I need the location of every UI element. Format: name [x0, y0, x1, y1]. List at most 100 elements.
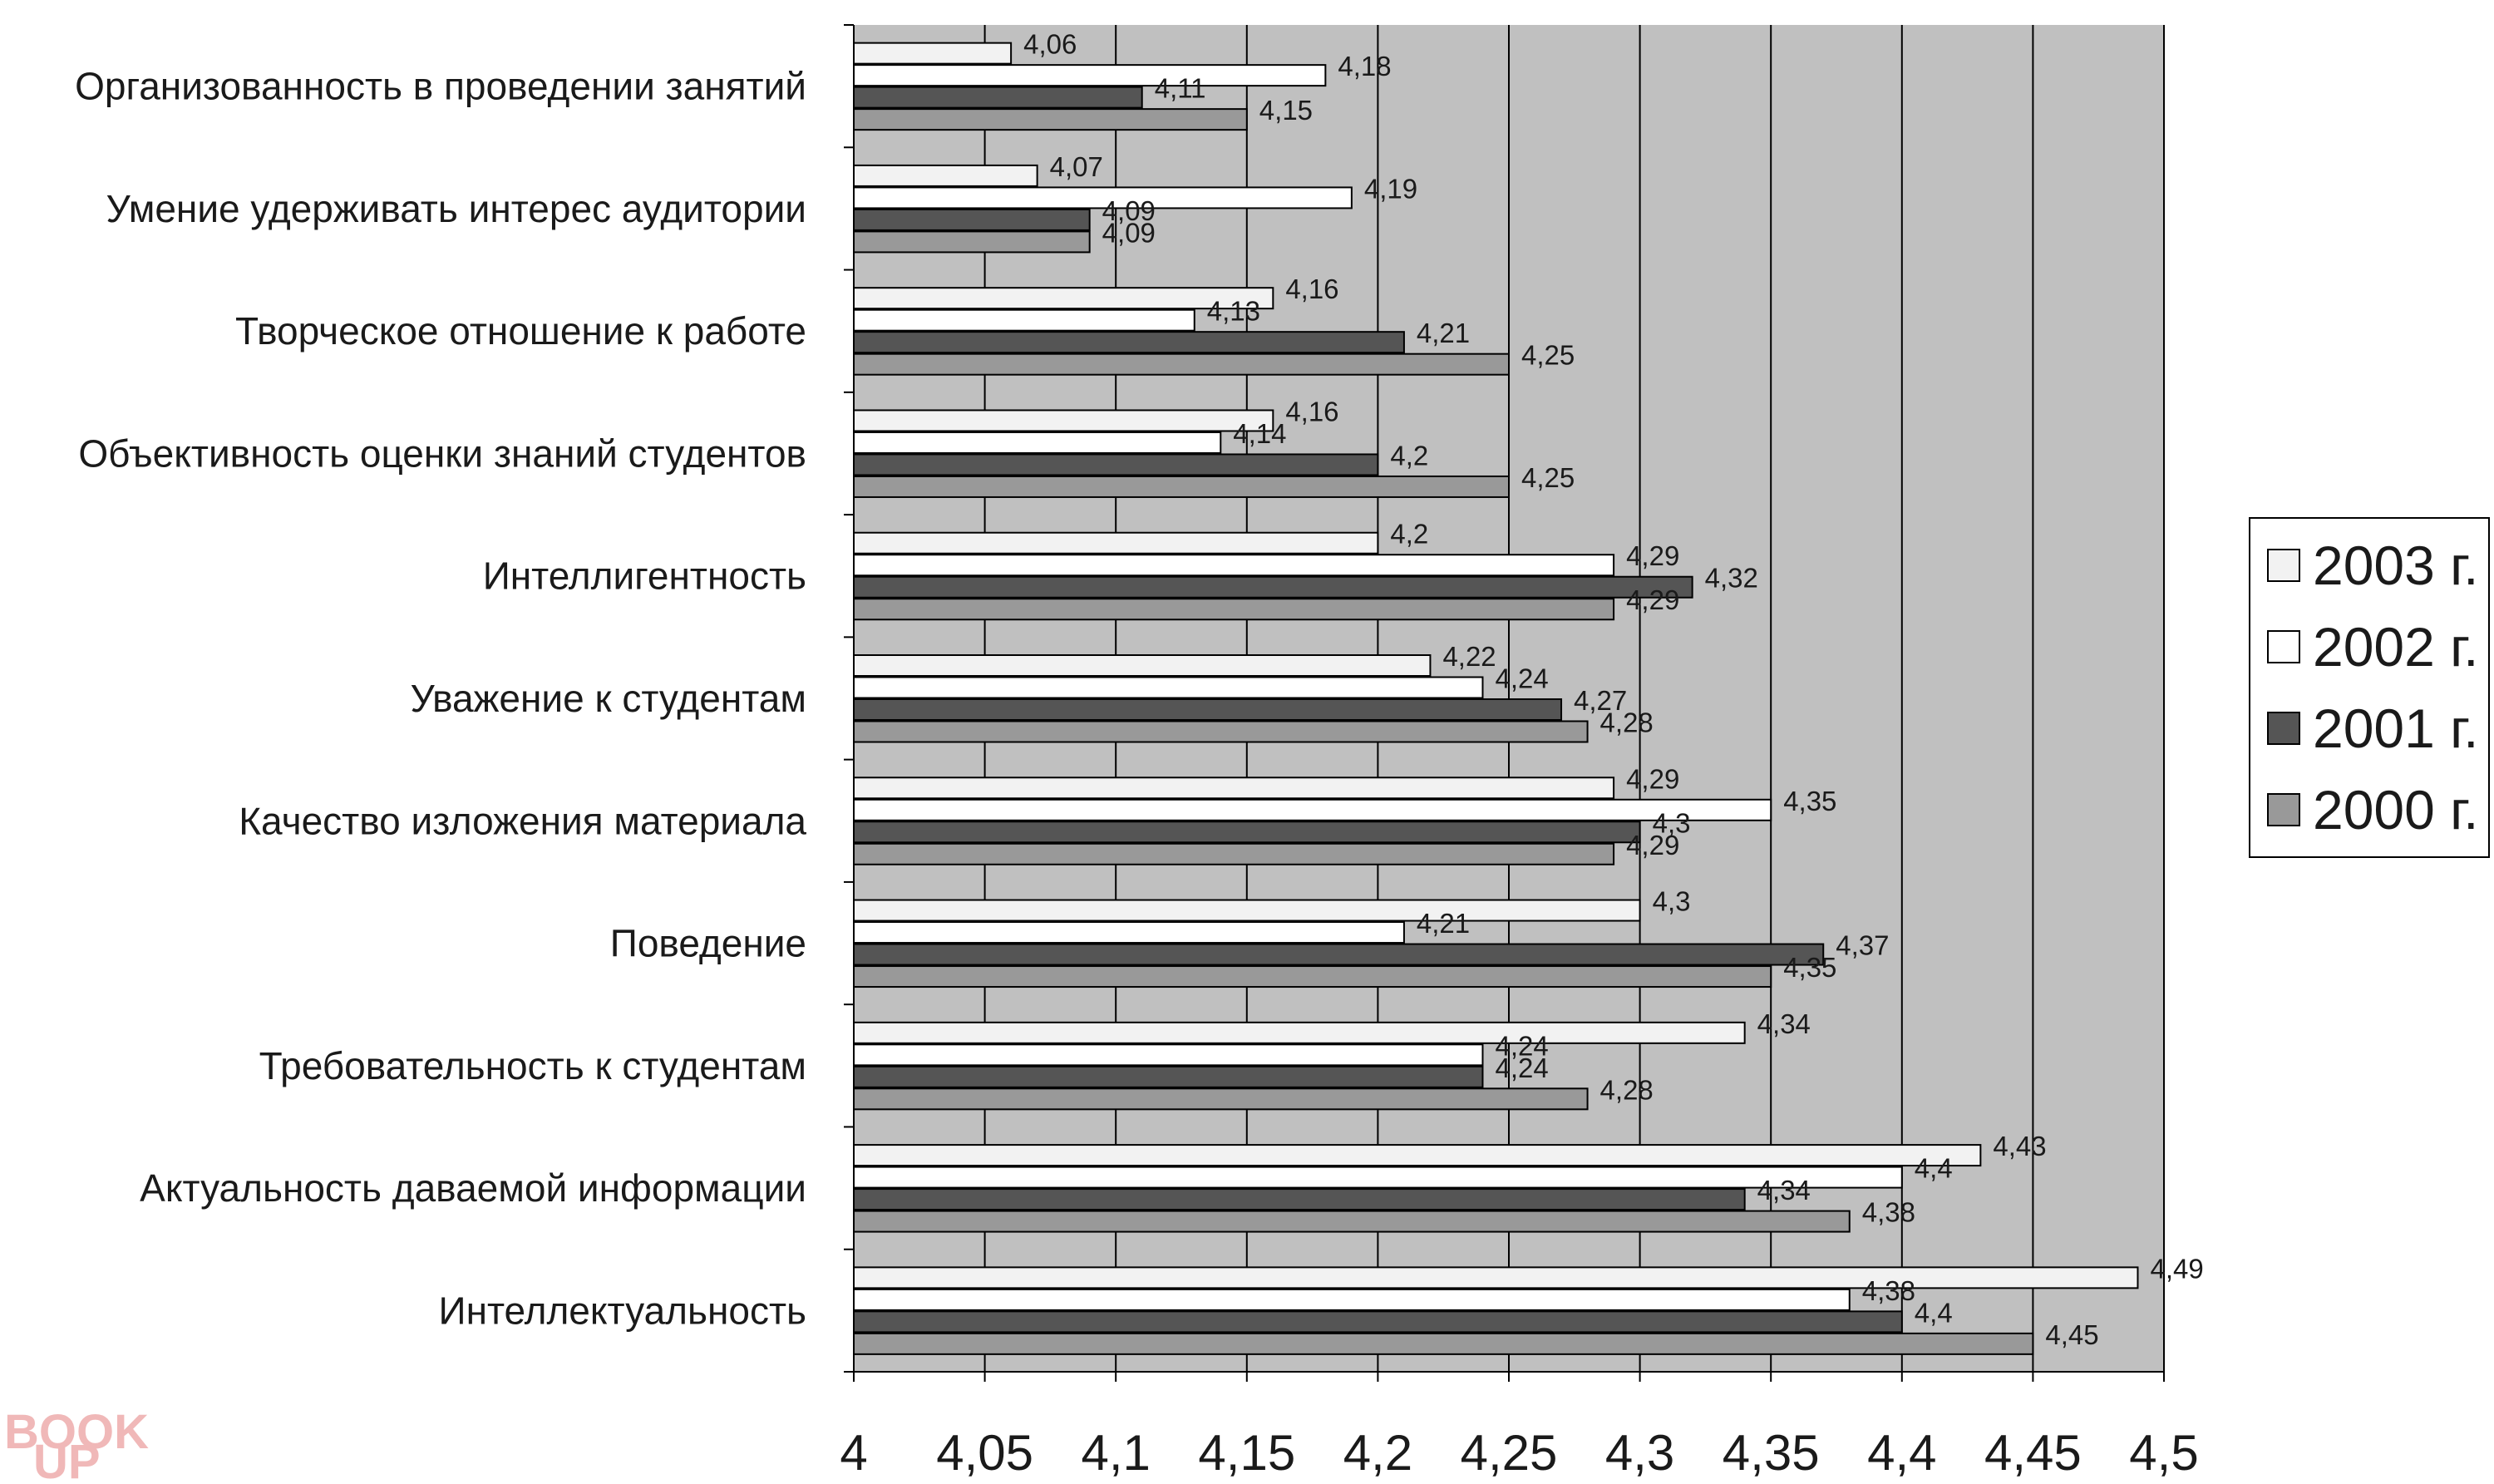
x-tick-label: 4,45 — [1984, 1425, 2082, 1481]
legend-swatch — [2267, 793, 2300, 826]
data-label: 4,27 — [1574, 685, 1627, 716]
x-tick-label: 4,25 — [1461, 1425, 1558, 1481]
legend-label: 2000 г. — [2313, 779, 2479, 841]
category-label: Объективность оценки знаний студентов — [78, 431, 806, 475]
data-label: 4,29 — [1626, 830, 1679, 860]
bar — [853, 575, 1693, 599]
x-tick-label: 4,3 — [1605, 1425, 1674, 1481]
data-label: 4,15 — [1259, 95, 1313, 126]
bar — [853, 331, 1405, 354]
data-label: 4,25 — [1521, 462, 1575, 493]
data-label: 4,16 — [1285, 396, 1338, 426]
data-label: 4,32 — [1705, 563, 1758, 594]
legend-swatch — [2267, 549, 2300, 582]
data-label: 4,2 — [1390, 440, 1428, 471]
data-label: 4,43 — [1993, 1131, 2046, 1161]
legend: 2003 г. 2002 г. 2001 г. 2000 г. — [2249, 517, 2490, 858]
bar — [853, 554, 1615, 577]
bar — [853, 1065, 1484, 1088]
watermark-line2: UP — [33, 1435, 101, 1484]
bar — [853, 598, 1615, 621]
data-label: 4,29 — [1626, 763, 1679, 794]
data-label: 4,38 — [1862, 1197, 1915, 1228]
data-label: 4,29 — [1626, 540, 1679, 571]
data-label: 4,24 — [1495, 1030, 1548, 1061]
category-label: Творческое отношение к работе — [235, 309, 806, 353]
data-label: 4,09 — [1102, 217, 1156, 248]
data-label: 4,38 — [1862, 1275, 1915, 1306]
data-label: 4,45 — [2045, 1319, 2098, 1350]
x-tick-label: 4,15 — [1198, 1425, 1295, 1481]
bar — [853, 1310, 1903, 1334]
data-label: 4,22 — [1442, 641, 1496, 672]
data-label: 4,35 — [1783, 786, 1836, 816]
bar — [853, 230, 1091, 254]
bar — [853, 409, 1274, 432]
bar — [853, 1043, 1484, 1067]
bar — [853, 208, 1091, 231]
bar — [853, 1210, 1851, 1233]
data-label: 4,25 — [1521, 340, 1575, 371]
data-label: 4,3 — [1653, 807, 1691, 838]
data-label: 4,07 — [1050, 151, 1103, 182]
data-label: 4,29 — [1626, 584, 1679, 615]
legend-swatch — [2267, 712, 2300, 745]
x-tick-label: 4,05 — [936, 1425, 1033, 1481]
data-label: 4,3 — [1653, 886, 1691, 917]
data-label: 4,16 — [1285, 274, 1338, 304]
category-label: Требовательность к студентам — [259, 1044, 806, 1087]
data-label: 4,4 — [1915, 1297, 1953, 1328]
bar — [853, 1332, 2034, 1355]
bar — [853, 1166, 1903, 1189]
data-label: 4,19 — [1364, 173, 1417, 204]
bar — [853, 720, 1589, 743]
data-label: 4,24 — [1495, 1053, 1548, 1083]
bar — [853, 965, 1772, 989]
data-label: 4,21 — [1417, 318, 1470, 348]
data-label: 4,11 — [1155, 73, 1206, 104]
data-label: 4,14 — [1233, 418, 1286, 449]
data-label: 4,49 — [2150, 1253, 2203, 1284]
data-label: 4,4 — [1915, 1153, 1953, 1184]
bar — [853, 698, 1563, 721]
category-labels: Организованность в проведении занятий Уме… — [75, 65, 806, 1333]
data-label: 4,24 — [1495, 663, 1548, 694]
category-label: Интеллектуальность — [439, 1289, 806, 1332]
bar — [853, 42, 1013, 65]
bar — [853, 899, 1641, 922]
legend-swatch — [2267, 630, 2300, 663]
bar — [853, 453, 1379, 476]
bar — [853, 86, 1143, 109]
legend-label: 2003 г. — [2313, 535, 2479, 596]
bar — [853, 1266, 2139, 1289]
bar — [853, 654, 1432, 677]
data-label: 4,34 — [1757, 1008, 1811, 1039]
bar — [853, 676, 1484, 699]
bar — [853, 1021, 1746, 1044]
data-label: 4,13 — [1207, 296, 1260, 327]
watermark: BOOK UP — [4, 1405, 149, 1484]
bar — [853, 108, 1248, 131]
bar — [853, 164, 1038, 187]
data-label: 4,09 — [1102, 195, 1156, 226]
bar — [853, 431, 1222, 454]
bar — [853, 531, 1379, 555]
category-label: Актуальность даваемой информации — [140, 1166, 806, 1210]
data-labels: 4,06 4,18 4,11 4,15 4,07 4,19 4,094,09 4,16 4,13… — [1023, 29, 2204, 1350]
bar — [853, 943, 1825, 966]
category-label: Качество изложения материала — [239, 799, 806, 842]
bar — [853, 353, 1510, 376]
data-label: 4,28 — [1600, 707, 1654, 738]
x-tick-label: 4,5 — [2129, 1425, 2198, 1481]
category-label: Поведение — [610, 922, 806, 965]
category-label: Интеллигентность — [483, 555, 806, 598]
bar — [853, 1144, 1982, 1167]
data-label: 4,37 — [1836, 930, 1889, 961]
x-tick-label: 4 — [840, 1425, 867, 1481]
bar — [853, 287, 1274, 310]
bars — [853, 42, 2139, 1355]
bar — [853, 821, 1641, 844]
data-label: 4,18 — [1338, 51, 1391, 81]
x-tick-label: 4,2 — [1343, 1425, 1412, 1481]
